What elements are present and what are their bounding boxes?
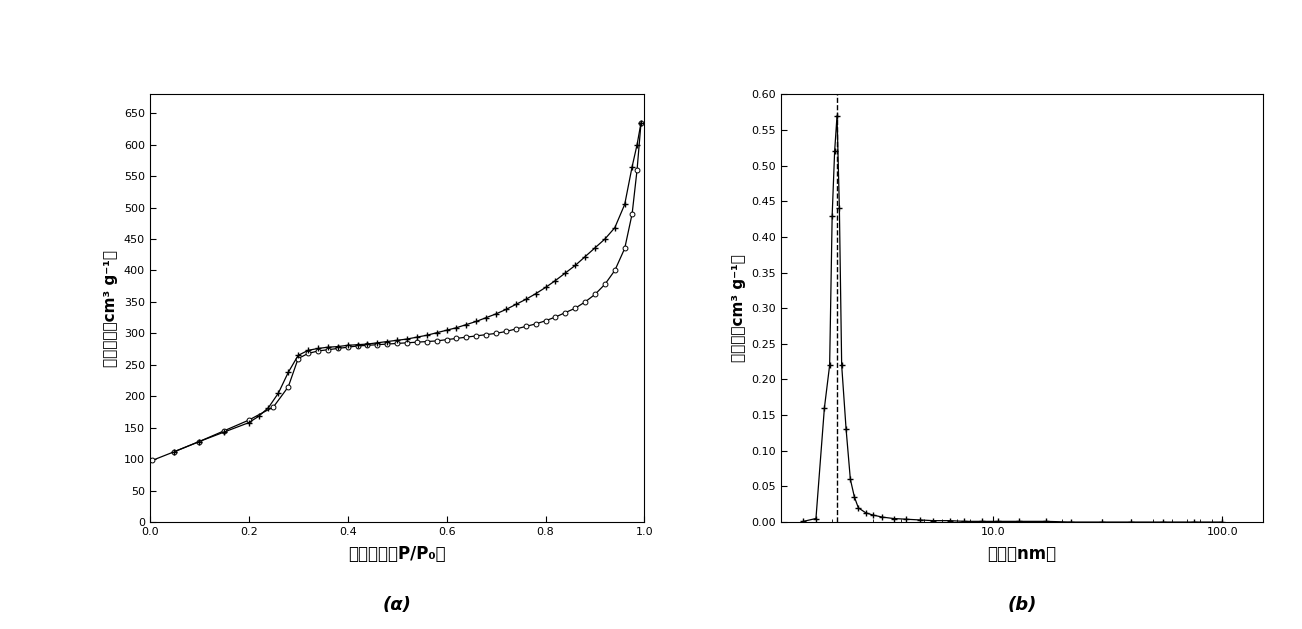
Y-axis label: 吸附体积（cm³ g⁻¹）: 吸附体积（cm³ g⁻¹） (103, 250, 118, 367)
X-axis label: 相对压力（P/P₀）: 相对压力（P/P₀） (349, 545, 445, 563)
Text: (α): (α) (383, 596, 411, 614)
Text: (b): (b) (1008, 596, 1036, 614)
X-axis label: 孔径（nm）: 孔径（nm） (987, 545, 1057, 563)
Y-axis label: 孔体积（cm³ g⁻¹）: 孔体积（cm³ g⁻¹） (730, 254, 746, 362)
